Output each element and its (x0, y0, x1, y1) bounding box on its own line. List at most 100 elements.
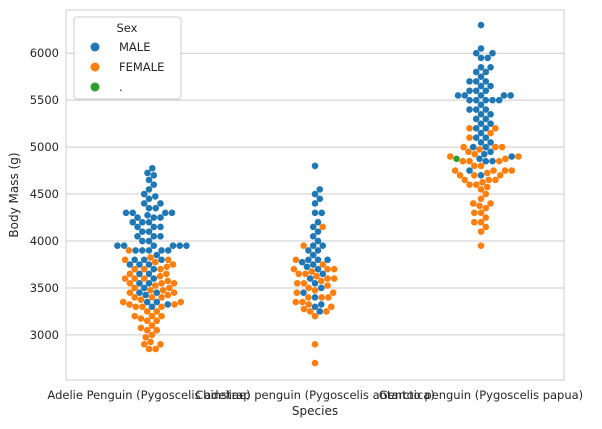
point-female (158, 279, 165, 287)
point-male (157, 223, 164, 231)
legend: Sex MALE FEMALE. (73, 16, 182, 100)
point-female (300, 305, 308, 313)
point-female (164, 256, 172, 264)
point-female (163, 263, 171, 271)
point-male (139, 247, 146, 254)
point-male (476, 155, 483, 163)
point-female (137, 324, 145, 332)
point-male (144, 169, 151, 177)
point-female (140, 341, 148, 348)
point-male (150, 223, 158, 231)
legend-label: FEMALE (119, 60, 164, 74)
point-female (157, 341, 164, 348)
point-female (330, 275, 338, 282)
point-female (119, 298, 127, 306)
point-male (487, 120, 494, 127)
point-female (477, 162, 485, 170)
point-female (471, 162, 478, 170)
point-male (466, 106, 473, 113)
point-female (156, 272, 164, 280)
point-female (132, 303, 140, 311)
point-female (131, 294, 138, 301)
point-male (153, 289, 161, 296)
point-female (482, 223, 490, 231)
point-male (487, 139, 494, 146)
point-male (472, 134, 480, 142)
point-female (477, 209, 485, 217)
point-female (142, 333, 150, 341)
point-male (143, 298, 151, 306)
point-female (137, 315, 145, 322)
point-female (311, 287, 319, 294)
point-female (465, 148, 472, 156)
point-female (496, 171, 504, 179)
point-male (120, 242, 128, 250)
point-male (309, 242, 317, 250)
point-male (136, 279, 143, 287)
point-male (477, 63, 485, 71)
point-female (459, 157, 467, 165)
legend-label: . (119, 80, 123, 94)
point-male (477, 171, 485, 179)
point-male (305, 256, 312, 264)
point-female (153, 326, 161, 334)
point-male (142, 291, 150, 299)
point-male (303, 263, 311, 271)
point-male (148, 303, 156, 311)
point-female (170, 279, 178, 287)
point-female (151, 258, 159, 266)
point-male (482, 115, 490, 123)
point-male (164, 247, 172, 254)
point-female (290, 265, 298, 273)
point-female (451, 167, 459, 174)
point-male (477, 92, 485, 99)
point-female (477, 186, 485, 193)
point-male (454, 92, 462, 99)
point-male (309, 223, 317, 231)
point-male (158, 247, 165, 254)
point-female (302, 270, 309, 278)
point-male (466, 96, 473, 104)
point-female (501, 167, 509, 174)
point-male (145, 228, 153, 235)
point-male (477, 73, 485, 80)
y-tick-label: 3500 (30, 281, 59, 295)
point-female (145, 345, 153, 353)
point-female (476, 202, 483, 210)
point-female (126, 301, 133, 308)
point-female (311, 359, 319, 367)
point-female (147, 338, 154, 346)
point-male (477, 110, 485, 118)
point-male (145, 218, 153, 226)
point-male (472, 125, 480, 132)
y-tick-label: 5000 (30, 140, 59, 154)
point-male (153, 251, 161, 259)
point-male (309, 233, 317, 240)
point-female (158, 294, 165, 301)
point-female (153, 317, 161, 325)
point-male (140, 200, 148, 207)
point-male (136, 289, 143, 296)
point-female (157, 265, 164, 273)
point-male (311, 294, 319, 301)
point-female (166, 284, 173, 292)
legend-marker (90, 82, 100, 92)
point-female (177, 298, 185, 306)
point-female (300, 279, 308, 287)
point-male (157, 233, 164, 240)
point-male (136, 270, 143, 278)
point-male (157, 214, 164, 221)
point-male (482, 157, 490, 165)
point-male (145, 270, 153, 278)
point-female (492, 176, 499, 184)
point-female (148, 294, 156, 301)
point-female (508, 167, 516, 174)
plot-frame (65, 9, 565, 381)
point-male (148, 164, 156, 172)
point-male (482, 134, 490, 142)
point-male (477, 54, 485, 62)
point-female (477, 218, 485, 226)
x-tick-label: Chinstrap penguin (Pygoscelis antarctica… (195, 388, 435, 402)
point-male (139, 237, 146, 245)
point-male (176, 242, 184, 250)
